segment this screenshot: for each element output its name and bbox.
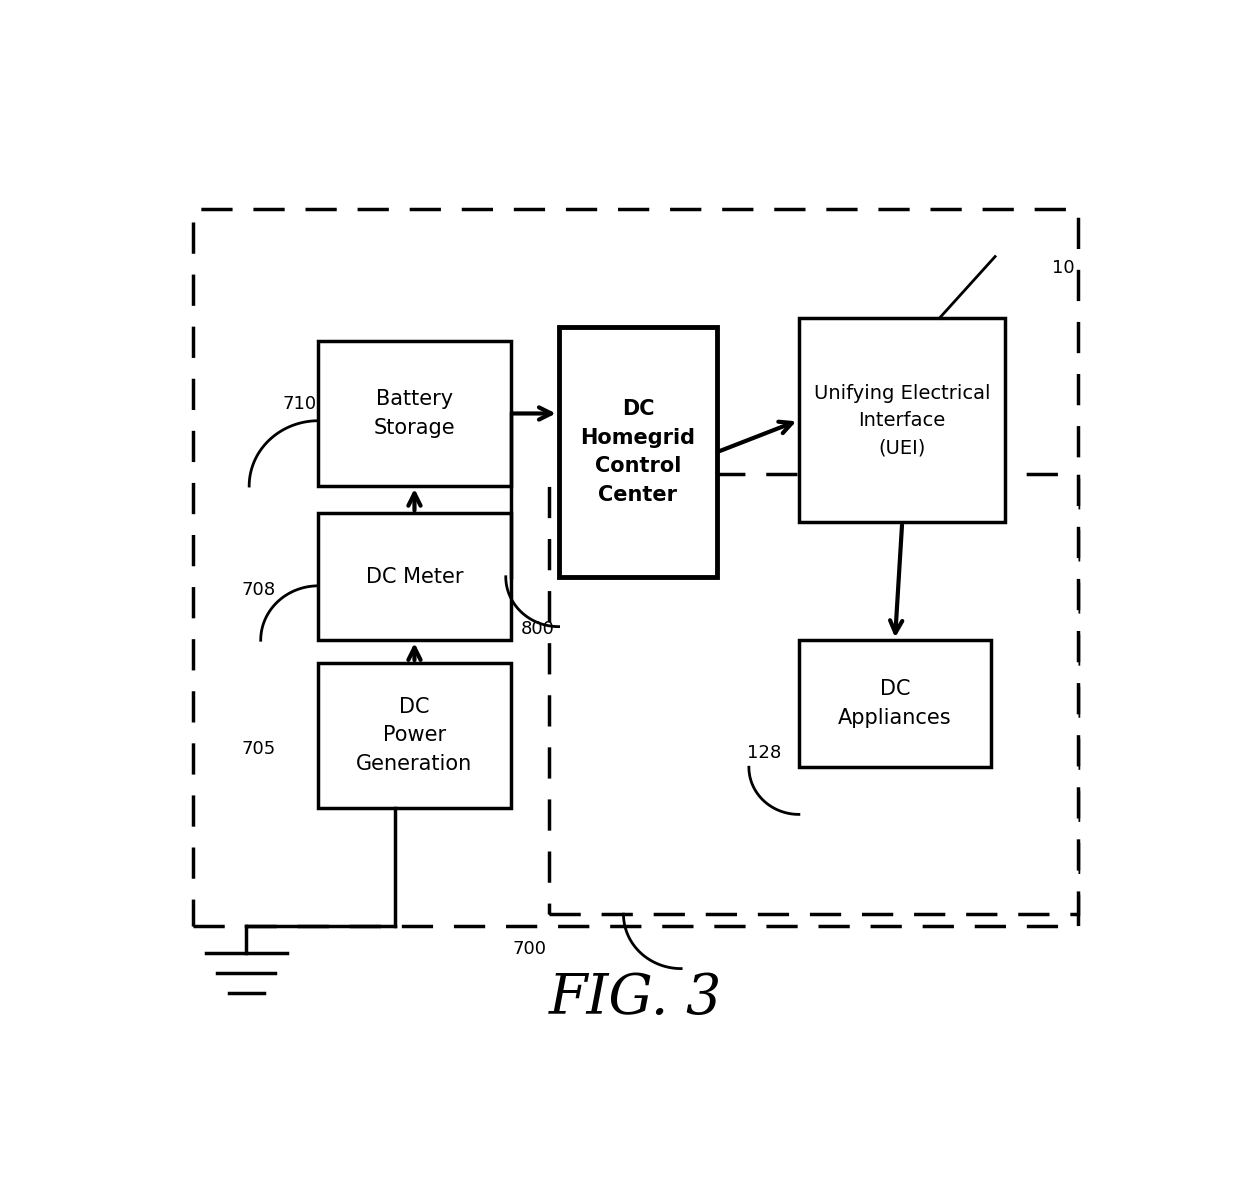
Text: 700: 700 (513, 940, 547, 958)
Bar (799, 318, 1006, 522)
Text: 10: 10 (1052, 259, 1074, 277)
Text: DC
Appliances: DC Appliances (838, 680, 952, 728)
Bar (319, 514, 511, 640)
Bar (193, 210, 1078, 926)
Text: 705: 705 (242, 740, 277, 759)
Text: 710: 710 (281, 396, 316, 413)
Bar (799, 640, 991, 767)
Text: Battery
Storage: Battery Storage (373, 389, 455, 438)
Bar (549, 475, 1078, 914)
Bar (319, 340, 511, 487)
Text: DC
Homegrid
Control
Center: DC Homegrid Control Center (580, 399, 696, 505)
Text: DC Meter: DC Meter (366, 567, 464, 587)
Text: DC
Power
Generation: DC Power Generation (356, 696, 472, 774)
Text: Unifying Electrical
Interface
(UEI): Unifying Electrical Interface (UEI) (813, 384, 991, 457)
Bar (319, 663, 511, 808)
Text: 128: 128 (748, 743, 781, 762)
Text: 708: 708 (242, 582, 275, 600)
Text: 800: 800 (521, 621, 554, 638)
Bar (558, 327, 717, 577)
Text: FIG. 3: FIG. 3 (549, 971, 722, 1026)
